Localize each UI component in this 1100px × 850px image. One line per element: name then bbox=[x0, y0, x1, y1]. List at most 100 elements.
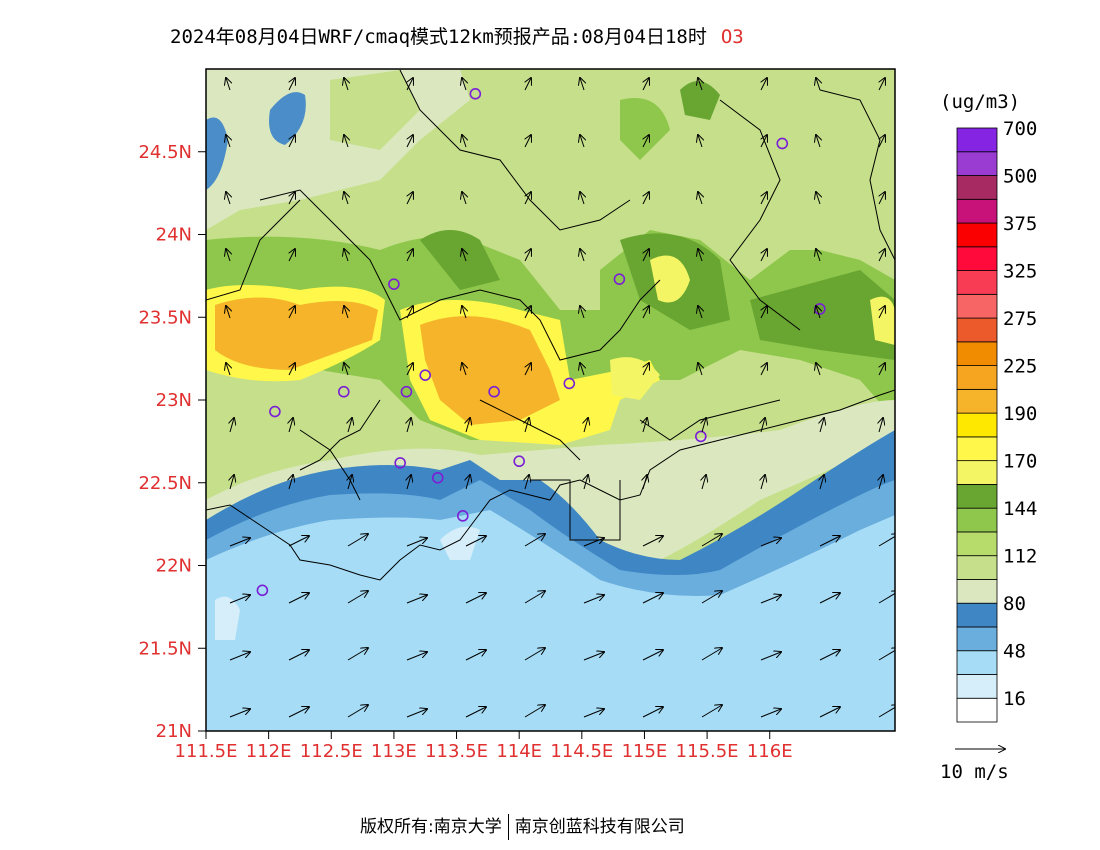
lat-label-2: 23.5N bbox=[138, 307, 192, 328]
colorbar-swatch bbox=[956, 579, 998, 604]
wind-arrow bbox=[816, 78, 820, 91]
station-marker bbox=[457, 510, 469, 522]
wind-arrow bbox=[230, 418, 234, 433]
wind-arrow bbox=[879, 363, 885, 376]
station-marker bbox=[337, 385, 350, 398]
wind-arrow bbox=[525, 418, 529, 433]
colorbar-swatch bbox=[956, 436, 998, 462]
wind-arrow bbox=[289, 475, 293, 490]
wind-arrow bbox=[879, 192, 885, 205]
wind-arrow bbox=[819, 650, 840, 661]
lon-label-1: 112E bbox=[246, 741, 292, 762]
wind-arrow bbox=[226, 249, 230, 262]
lon-label-0: 111.5E bbox=[175, 741, 238, 762]
colorbar-swatch bbox=[956, 650, 998, 675]
wind-arrow bbox=[879, 418, 883, 433]
footer-copyright: 版权所有:南京大学 南京创蓝科技有限公司 bbox=[360, 812, 685, 840]
station-marker bbox=[563, 377, 576, 390]
wind-arrow bbox=[816, 363, 820, 376]
wind-arrow bbox=[698, 135, 702, 148]
wind-arrow bbox=[462, 363, 466, 376]
wind-arrow bbox=[407, 306, 413, 319]
species-label: O3 bbox=[720, 26, 744, 48]
wind-arrow bbox=[406, 595, 427, 604]
colorbar-swatch bbox=[956, 151, 998, 176]
wind-arrow bbox=[643, 363, 649, 376]
wind-arrow bbox=[879, 78, 885, 91]
colorbar-swatch bbox=[956, 175, 998, 200]
wind-arrow bbox=[642, 650, 663, 661]
wind-arrow bbox=[525, 475, 529, 490]
colorbar-label-12: 700 bbox=[1003, 118, 1037, 140]
lon-label-8: 115.5E bbox=[676, 741, 739, 762]
wind-arrow bbox=[226, 78, 230, 91]
station-marker bbox=[695, 430, 707, 443]
station-marker bbox=[388, 278, 400, 290]
colorbar-unit: (ug/m3) bbox=[940, 91, 1020, 113]
wind-arrow bbox=[347, 591, 368, 604]
wind-arrow bbox=[584, 475, 588, 490]
title-text: 2024年08月04日WRF/cmaq模式12km预报产品:08月04日18时 bbox=[170, 26, 707, 48]
wind-arrow bbox=[879, 135, 885, 148]
wind-arrow bbox=[344, 192, 348, 205]
wind-arrow bbox=[465, 536, 486, 547]
wind-arrow bbox=[878, 648, 895, 661]
wind-arrow bbox=[580, 306, 584, 319]
map-field bbox=[206, 69, 895, 731]
wind-arrow bbox=[406, 538, 427, 547]
colorbar-label-5: 170 bbox=[1003, 451, 1037, 473]
colorbar-swatch bbox=[956, 555, 998, 580]
wind-arrow bbox=[462, 78, 466, 91]
station-marker bbox=[431, 471, 444, 484]
wind-arrow bbox=[344, 249, 348, 262]
wind-arrow bbox=[701, 705, 722, 718]
colorbar-swatch bbox=[956, 460, 998, 485]
wind-arrow bbox=[466, 475, 470, 490]
wind-arrow bbox=[524, 534, 545, 547]
wind-arrow bbox=[819, 707, 840, 718]
wind-arrow bbox=[698, 306, 702, 319]
wind-arrow bbox=[761, 475, 765, 490]
wind-arrow bbox=[462, 306, 466, 319]
wind-arrow bbox=[525, 192, 531, 205]
wind-arrow bbox=[816, 192, 820, 205]
lon-label-3: 113E bbox=[371, 741, 417, 762]
wind-arrow bbox=[702, 475, 706, 490]
colorbar-swatch bbox=[956, 626, 998, 652]
wind-arrow bbox=[878, 591, 895, 604]
wind-arrow bbox=[879, 306, 885, 319]
wind-arrow bbox=[760, 538, 781, 547]
wind-arrow bbox=[466, 418, 470, 433]
colorbar-swatch bbox=[956, 127, 998, 153]
lon-label-4: 113.5E bbox=[425, 741, 488, 762]
wind-arrow bbox=[344, 363, 348, 376]
lat-label-1: 24N bbox=[156, 225, 192, 246]
station-marker bbox=[400, 385, 413, 398]
colorbar-labels: 16 48 80 112 144 170 190 225 275 325 375 500 700 bbox=[1003, 118, 1037, 710]
lat-label-7: 21N bbox=[156, 721, 192, 742]
station-marker bbox=[419, 369, 432, 381]
station-marker bbox=[613, 273, 626, 285]
wind-arrow bbox=[642, 593, 663, 604]
wind-arrow bbox=[583, 595, 604, 604]
wind-arrow bbox=[406, 709, 427, 718]
colorbar-label-7: 225 bbox=[1003, 356, 1037, 378]
wind-arrow bbox=[820, 418, 824, 433]
footer-left: 版权所有:南京大学 bbox=[360, 817, 502, 837]
wind-arrow bbox=[288, 536, 309, 547]
colorbar-swatch bbox=[956, 317, 998, 343]
station-marker bbox=[256, 584, 269, 597]
colorbar-label-2: 80 bbox=[1003, 593, 1026, 615]
wind-arrow bbox=[226, 306, 230, 319]
wind-arrow bbox=[580, 249, 584, 262]
wind-arrow bbox=[701, 591, 722, 604]
colorbar-label-4: 144 bbox=[1003, 498, 1037, 520]
wind-arrow bbox=[347, 534, 368, 547]
wind-arrow bbox=[761, 249, 767, 262]
wind-arrow bbox=[643, 135, 649, 148]
wind-arrow bbox=[289, 306, 295, 319]
colorbar-swatch bbox=[956, 270, 998, 295]
wind-arrow bbox=[698, 78, 702, 91]
wind-arrow bbox=[407, 192, 413, 205]
